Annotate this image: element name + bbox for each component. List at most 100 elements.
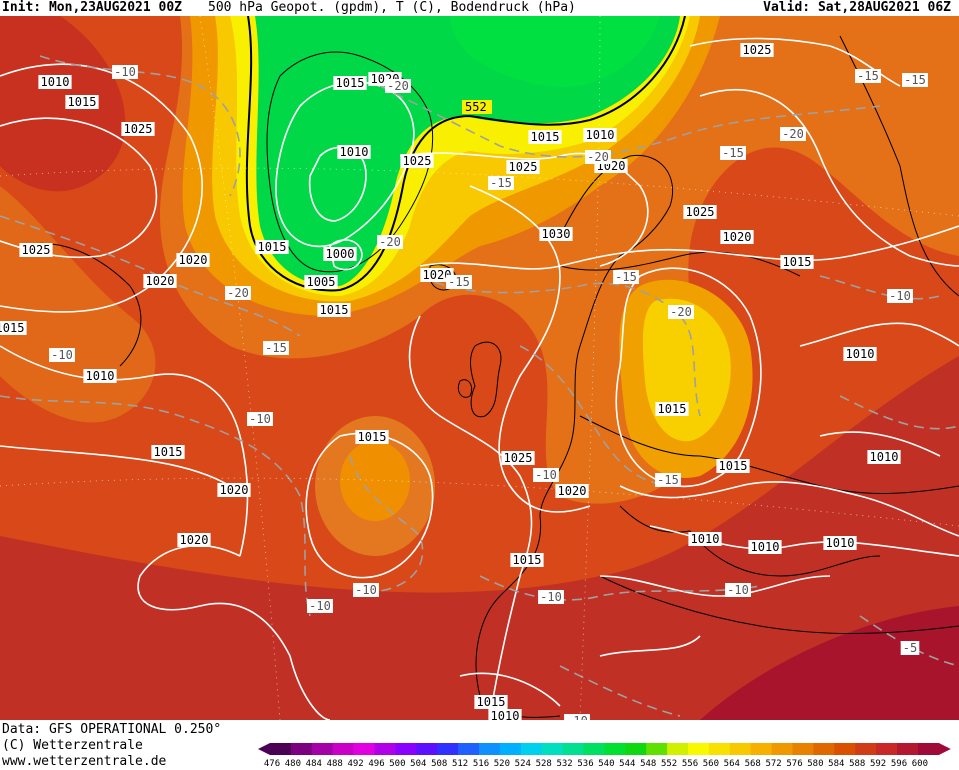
isobar-value: 1010 bbox=[340, 145, 369, 159]
isobar-value: 1025 bbox=[509, 160, 538, 174]
isobar-value: 1010 bbox=[491, 709, 520, 720]
isobar-value: 1025 bbox=[124, 122, 153, 136]
isobar-value: 1025 bbox=[403, 154, 432, 168]
map-header: Init: Mon,23AUG2021 00Z 500 hPa Geopot. … bbox=[0, 0, 959, 16]
isotherm-label: -15 bbox=[446, 275, 472, 289]
isotherm-label: -20 bbox=[668, 305, 694, 319]
isotherm-value: -10 bbox=[727, 583, 749, 597]
isobar-value: 1010 bbox=[586, 128, 615, 142]
isobar-label: 1015 bbox=[716, 459, 750, 473]
isobar-value: 1015 bbox=[783, 255, 812, 269]
isotherm-value: -10 bbox=[540, 590, 562, 604]
isobar-value: 1015 bbox=[658, 402, 687, 416]
color-scale-bars bbox=[258, 743, 951, 755]
isotherm-label: -15 bbox=[488, 176, 514, 190]
isotherm-value: -20 bbox=[227, 286, 249, 300]
isotherm-value: -20 bbox=[670, 305, 692, 319]
isobar-value: 1015 bbox=[477, 695, 506, 709]
scale-tick-label: 536 bbox=[577, 759, 593, 769]
scale-tick-label: 520 bbox=[494, 759, 510, 769]
scale-swatch bbox=[646, 743, 668, 755]
scale-swatch bbox=[708, 743, 731, 755]
isobar-value: 1015 bbox=[336, 76, 365, 90]
isobar-label: 1010 bbox=[823, 536, 857, 550]
isobar-label: 1010 bbox=[488, 709, 522, 720]
scale-tick-label: 584 bbox=[828, 759, 844, 769]
field-dark-south bbox=[0, 356, 959, 720]
scale-swatch bbox=[771, 743, 793, 755]
isobars bbox=[0, 37, 959, 720]
isotherm-value: -20 bbox=[782, 127, 804, 141]
scale-swatch bbox=[479, 743, 501, 755]
isotherm-value: -20 bbox=[387, 79, 409, 93]
scale-tick-label: 568 bbox=[745, 759, 761, 769]
isobar-label: 1025 bbox=[683, 205, 717, 219]
scale-tick-label: 556 bbox=[682, 759, 698, 769]
scale-tick-label: 500 bbox=[389, 759, 405, 769]
isobar-label: 1010 bbox=[748, 540, 782, 554]
copyright-text: (C) Wetterzentrale bbox=[2, 738, 143, 753]
map-title: 500 hPa Geopot. (gpdm), T (C), Bodendruc… bbox=[208, 0, 576, 15]
isotherm-label: -10 bbox=[887, 289, 913, 303]
isotherm-label: -10 bbox=[112, 65, 138, 79]
isobar-value: 1030 bbox=[542, 227, 571, 241]
scale-swatch bbox=[311, 743, 334, 755]
isobar-label: 1010 bbox=[583, 128, 617, 142]
isobar-label: 1015 bbox=[528, 130, 562, 144]
isotherm-label: -15 bbox=[902, 73, 928, 87]
scale-swatch bbox=[834, 743, 856, 755]
isobar-value: 1020 bbox=[220, 483, 249, 497]
scale-swatch bbox=[750, 743, 773, 755]
isotherm-label: -10 bbox=[49, 348, 75, 362]
scale-tick-label: 560 bbox=[703, 759, 719, 769]
isobar-value: 1010 bbox=[86, 369, 115, 383]
scale-tick-label: 600 bbox=[912, 759, 928, 769]
scale-swatch bbox=[520, 743, 543, 755]
isotherm-label: -10 bbox=[564, 714, 590, 720]
scale-swatch bbox=[290, 743, 313, 755]
isotherm-value: -10 bbox=[114, 65, 136, 79]
isotherm-label: -10 bbox=[725, 583, 751, 597]
website-link[interactable]: www.wetterzentrale.de bbox=[2, 754, 167, 769]
scale-arrow-right bbox=[938, 743, 951, 755]
isobar-label: 1015 bbox=[655, 402, 689, 416]
scale-swatch bbox=[416, 743, 438, 755]
scale-swatch bbox=[688, 743, 710, 755]
weather-map: 1010 1015 1025 1015 1020 1010 1025 1015 1000 1005… bbox=[0, 16, 959, 720]
scale-tick-label: 524 bbox=[515, 759, 531, 769]
geopot-552-label: 552 bbox=[465, 100, 487, 114]
scale-tick-label: 544 bbox=[619, 759, 635, 769]
scale-swatch bbox=[374, 743, 396, 755]
isotherm-value: -20 bbox=[587, 150, 609, 164]
isobar-label: 1015 bbox=[151, 445, 185, 459]
isobar-label: 1015 bbox=[333, 76, 367, 90]
isobar-label: 1015 bbox=[355, 430, 389, 444]
isotherm-value: -20 bbox=[379, 235, 401, 249]
isobar-label: 1015 bbox=[0, 321, 27, 335]
scale-tick-label: 504 bbox=[410, 759, 426, 769]
scale-tick-label: 508 bbox=[431, 759, 447, 769]
isotherm-label: -5 bbox=[900, 641, 920, 655]
scale-tick-label: 564 bbox=[724, 759, 740, 769]
scale-swatch bbox=[813, 743, 835, 755]
isobar-label: 1020 bbox=[420, 268, 454, 282]
scale-swatch bbox=[499, 743, 522, 755]
scale-tick-label: 552 bbox=[661, 759, 677, 769]
isobar-value: 1020 bbox=[146, 274, 175, 288]
scale-swatch bbox=[458, 743, 480, 755]
scale-tick-label: 528 bbox=[536, 759, 552, 769]
isobar-value: 1025 bbox=[686, 205, 715, 219]
isobar-label: 1020 bbox=[177, 533, 211, 547]
isotherm-value: -15 bbox=[722, 146, 744, 160]
isobar-label: 1020 bbox=[176, 253, 210, 267]
isotherm-value: -15 bbox=[265, 341, 287, 355]
isotherm-value: -10 bbox=[535, 468, 557, 482]
isobar-label: 1025 bbox=[400, 154, 434, 168]
field-atlantic-low-inner bbox=[340, 441, 410, 521]
isobar-label: 1010 bbox=[337, 145, 371, 159]
scale-swatch bbox=[604, 743, 626, 755]
scale-tick-label: 572 bbox=[765, 759, 781, 769]
isobar-value: 1015 bbox=[68, 95, 97, 109]
field-darkest-se bbox=[700, 606, 959, 720]
